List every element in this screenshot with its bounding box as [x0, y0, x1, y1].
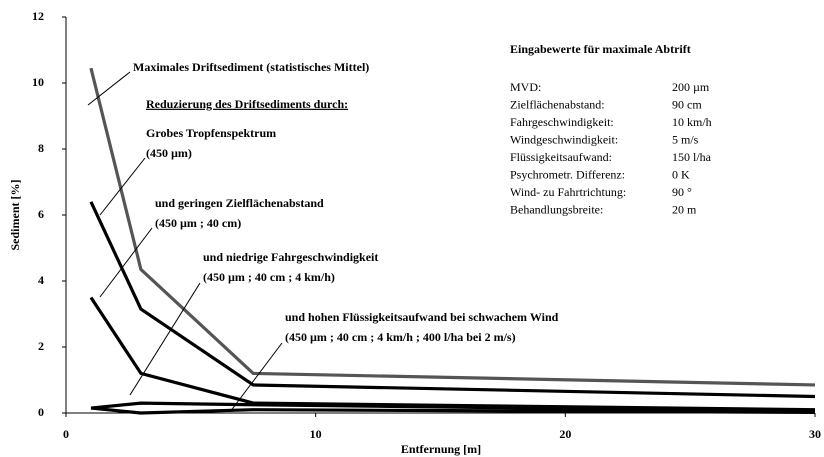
x-tick-label: 30: [809, 427, 821, 441]
y-axis-label: Sediment [%]: [8, 180, 22, 251]
series-label: und hohen Flüssigkeitsaufwand bei schwac…: [285, 310, 559, 324]
series-line: [90, 401, 816, 413]
series-line: [89, 201, 816, 399]
heading: Reduzierung des Driftsediments durch:: [146, 97, 348, 111]
series-detail: (450 µm ; 40 cm ; 4 km/h ; 400 l/ha bei …: [285, 330, 516, 344]
y-tick-label: 4: [38, 273, 44, 287]
leader-line: [99, 227, 153, 298]
y-tick-label: 10: [32, 75, 44, 89]
series-detail: (450 µm): [146, 146, 192, 160]
x-tick-label: 0: [63, 427, 69, 441]
series-line: [89, 296, 816, 412]
input-value: 10 km/h: [672, 115, 712, 129]
input-label: Psychrometr. Differenz:: [510, 167, 625, 181]
input-label: Wind- zu Fahrtrichtung:: [510, 185, 626, 199]
input-value: 200 µm: [672, 80, 710, 94]
series-label: Maximales Driftsediment (statistisches M…: [133, 60, 369, 74]
input-value: 20 m: [672, 202, 697, 216]
series-line: [90, 406, 816, 415]
leader-line: [229, 342, 283, 413]
input-label: Zielflächenabstand:: [510, 97, 605, 111]
y-tick-label: 2: [38, 339, 44, 353]
input-value: 0 K: [672, 167, 690, 181]
input-label: Windgeschwindigkeit:: [510, 132, 618, 146]
leader-line: [129, 282, 201, 396]
leader-line: [87, 71, 131, 106]
series-detail: (450 µm ; 40 cm ; 4 km/h): [203, 270, 335, 284]
x-tick-label: 10: [310, 427, 322, 441]
series-label: und geringen Zielflächenabstand: [155, 196, 324, 210]
input-label: Flüssigkeitsaufwand:: [510, 150, 612, 164]
y-tick-label: 0: [38, 405, 44, 419]
y-tick-label: 6: [38, 207, 44, 221]
input-label: Behandlungsbreite:: [510, 202, 603, 216]
input-value: 90 cm: [672, 97, 702, 111]
input-value: 150 l/ha: [672, 150, 712, 164]
x-axis-label: Entfernung [m]: [401, 442, 481, 456]
input-label: MVD:: [510, 80, 541, 94]
y-tick-label: 8: [38, 141, 44, 155]
x-tick-label: 20: [559, 427, 571, 441]
input-value: 5 m/s: [672, 132, 699, 146]
leader-line: [99, 157, 146, 216]
y-tick-label: 12: [32, 9, 44, 23]
inputs-title: Eingabewerte für maximale Abtrift: [510, 42, 691, 56]
input-label: Fahrgeschwindigkeit:: [510, 115, 614, 129]
series-label: Grobes Tropfenspektrum: [146, 126, 276, 140]
series-detail: (450 µm ; 40 cm): [155, 216, 241, 230]
series-label: und niedrige Fahrgeschwindigkeit: [203, 250, 378, 264]
series-line: [89, 67, 816, 387]
input-value: 90 °: [672, 185, 692, 199]
